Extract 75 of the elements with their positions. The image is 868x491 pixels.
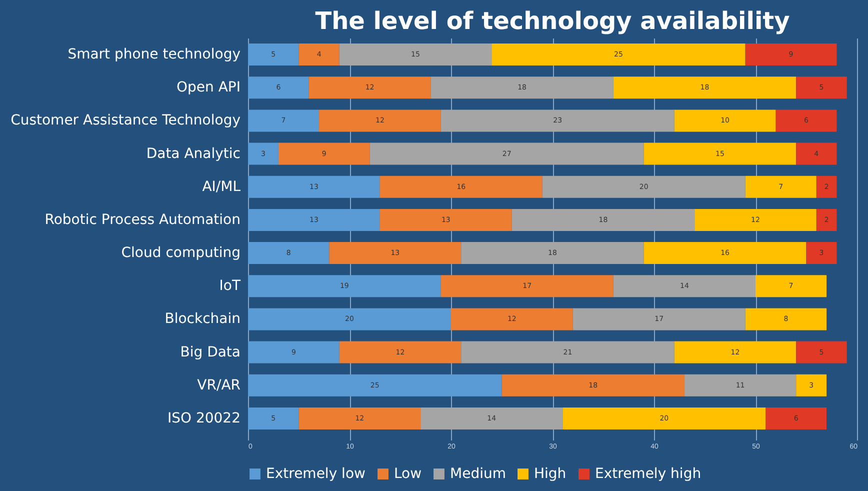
bar [745,44,837,66]
bar [248,308,451,330]
bar [380,176,542,198]
bar [248,374,502,396]
bar [319,110,441,132]
bar [329,242,462,264]
y-tick-label: Blockchain [164,311,240,328]
bar [806,242,837,264]
bar [613,275,756,298]
y-tick-label: IoT [219,278,241,294]
bar [796,341,847,364]
bar [572,308,746,330]
bar [248,176,380,198]
bar [278,142,370,165]
bar [248,44,299,66]
y-tick-label: VR/AR [197,377,241,394]
y-tick-label: ISO 20022 [167,410,240,426]
bar [248,142,278,165]
bar [461,242,644,264]
bar [248,407,299,430]
bar [492,44,746,66]
bar [542,176,746,198]
bar [430,76,614,99]
bar [339,44,492,66]
bar [298,44,340,66]
legend-label: Medium [450,466,506,482]
bar [776,110,837,132]
bar [512,208,695,231]
legend-label: Low [394,466,422,482]
bar [745,308,827,330]
bar [502,374,684,396]
y-tick-label: Customer Assistance Technology [10,112,240,129]
bar [339,341,462,364]
y-tick-label: Open API [176,80,240,96]
y-tick-label: Big Data [180,344,240,360]
bar [308,76,431,99]
bar [370,142,644,165]
bar [248,341,340,364]
bar [674,341,796,364]
bar [451,308,573,330]
bar [796,374,827,396]
bar [745,176,816,198]
bar [248,110,320,132]
bar [684,374,796,396]
y-tick-label: Data Analytic [146,146,240,162]
bar [644,142,796,165]
legend-label: High [534,466,566,482]
bar [674,110,776,132]
bar [248,275,441,298]
y-tick-label: Robotic Process Automation [44,212,240,228]
bar [694,208,816,231]
bar [380,208,512,231]
bar [461,341,674,364]
bar [796,142,837,165]
bar [644,242,806,264]
y-tick-label: AI/ML [202,178,241,195]
bar [248,76,309,99]
legend-label: Extremely high [595,466,702,482]
bar [756,275,827,298]
bar [248,242,330,264]
bar [440,275,614,298]
legend-label: Extremely low [266,466,366,482]
bar [796,76,847,99]
bar [248,208,380,231]
bar [440,110,674,132]
bar [816,176,837,198]
bar [766,407,827,430]
bar [613,76,796,99]
bar [816,208,837,231]
y-tick-label: Smart phone technology [68,46,240,63]
bar [562,407,766,430]
y-tick-label: Cloud computing [121,245,240,262]
chart-title: The level of technology availability [315,7,790,35]
bar [298,407,421,430]
bar [420,407,563,430]
